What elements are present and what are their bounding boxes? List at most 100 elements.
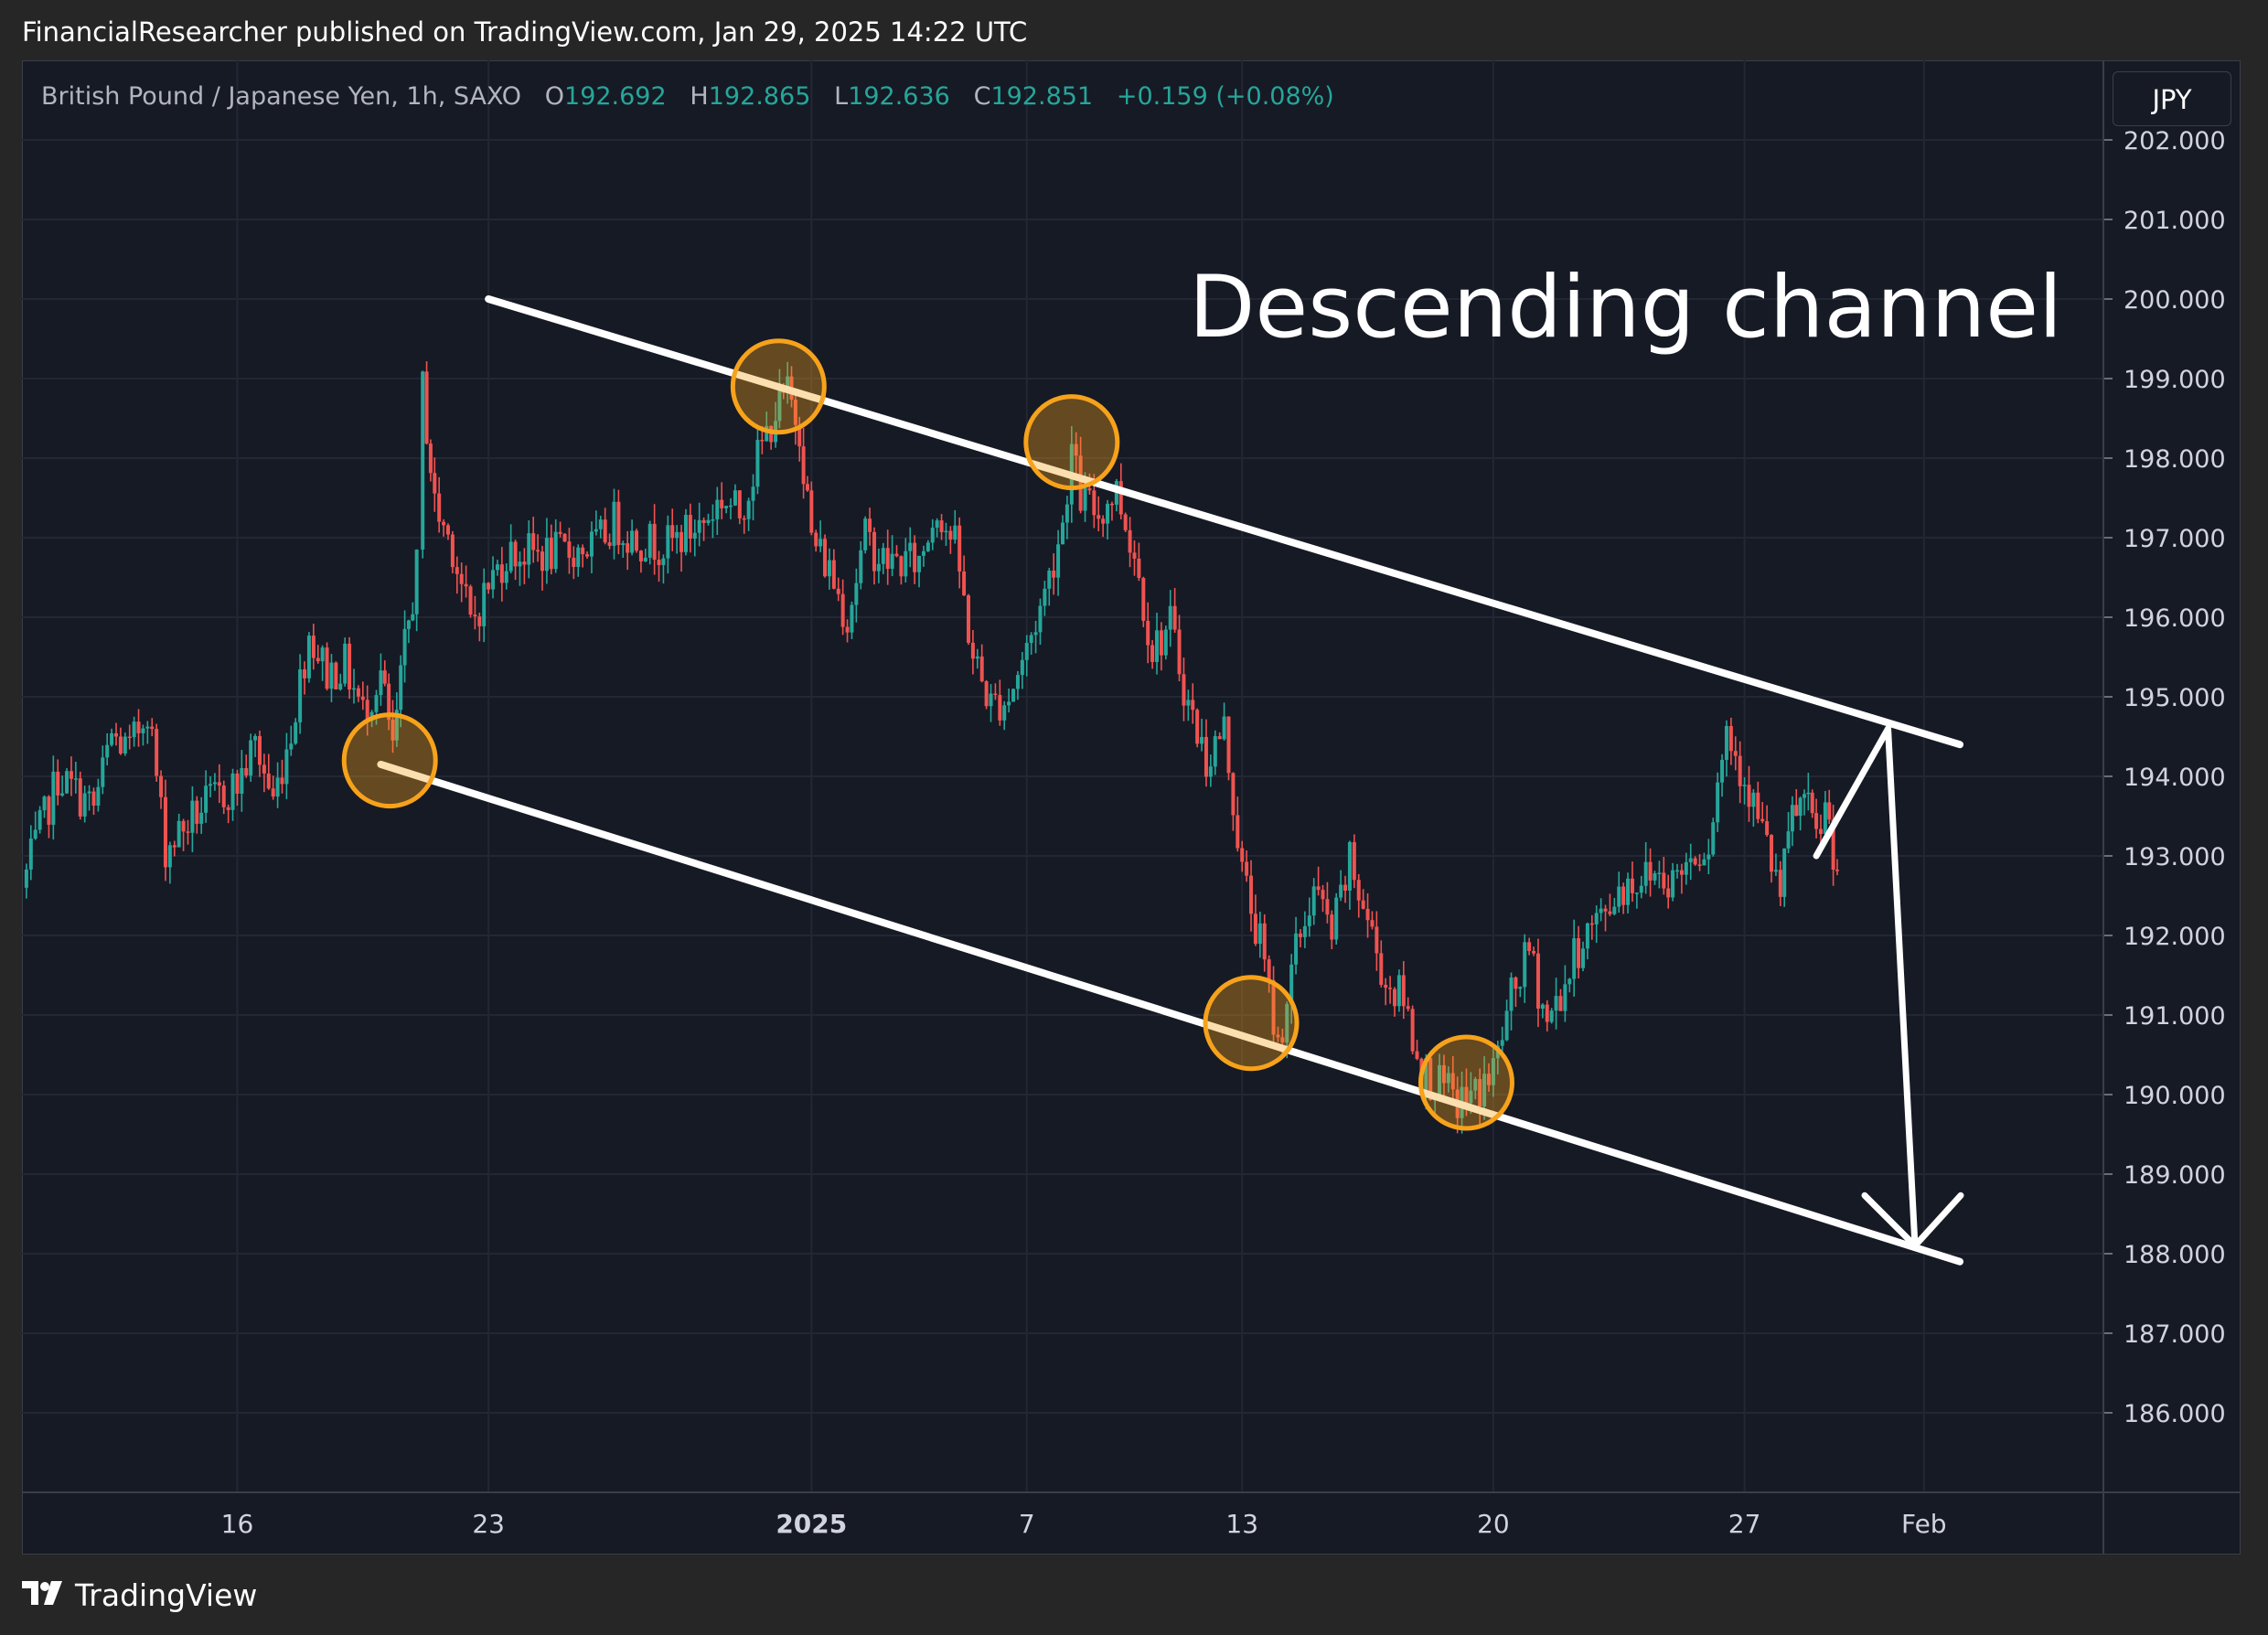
candle-body (379, 670, 383, 696)
candle-body (1831, 819, 1835, 871)
candle-body (1033, 632, 1038, 636)
candle-body (966, 595, 970, 643)
candle-body (1778, 870, 1782, 897)
candle-body (643, 557, 647, 561)
candle-body (334, 662, 338, 689)
candle-body (204, 785, 209, 813)
candle-body (1384, 984, 1388, 988)
candle-body (733, 490, 737, 506)
candle-body (962, 571, 967, 596)
candle-body (96, 786, 101, 807)
low-value: 192.636 (848, 82, 950, 111)
candle-body (939, 520, 944, 532)
candle-body (876, 563, 881, 572)
candle-body (504, 571, 508, 583)
candle-body (1123, 514, 1128, 530)
candle-body (1482, 1074, 1487, 1106)
candle-body (859, 550, 863, 583)
currency-button[interactable]: JPY (2113, 71, 2231, 126)
candle-body (827, 560, 831, 577)
x-tick-label: 13 (1225, 1509, 1258, 1539)
candle-body (1208, 766, 1213, 777)
candle-body (1101, 518, 1106, 524)
candle-body (1061, 522, 1064, 545)
candle-body (777, 387, 782, 422)
candle-body (1535, 953, 1540, 1010)
candle-body (1038, 605, 1043, 633)
candle-body (522, 561, 527, 565)
chart-annotation[interactable]: Descending channel (1189, 258, 2062, 358)
close-value: 192.851 (990, 82, 1094, 111)
candle-body (266, 773, 271, 789)
candle-body (675, 531, 679, 539)
candle-body (87, 791, 91, 794)
y-tick-label: 194.000 (2124, 764, 2226, 792)
candle-body (1738, 755, 1742, 786)
candle-body (311, 636, 316, 658)
touch-point-marker (730, 338, 827, 435)
candle-body (957, 525, 962, 572)
candle-body (1078, 455, 1083, 511)
low-label: L (834, 82, 849, 111)
candle-body (1316, 886, 1321, 891)
candle-body (65, 771, 70, 794)
touch-markers[interactable] (341, 338, 1514, 1131)
candle-body (970, 642, 975, 659)
candlesticks (24, 361, 1839, 1134)
candle-body (1514, 977, 1518, 989)
candle-body (284, 749, 289, 785)
candle-body (670, 525, 675, 539)
candle-body (445, 525, 450, 535)
y-tick-label: 187.000 (2124, 1320, 2226, 1349)
candle-body (692, 532, 697, 540)
touch-point-marker (1203, 975, 1300, 1072)
candle-body (1321, 890, 1325, 900)
tradingview-logo-text: TradingView (75, 1576, 258, 1613)
symbol-legend[interactable]: British Pound / Japanese Yen, 1h, SAXO O… (41, 82, 1334, 111)
time-axis[interactable]: 16 23 2025 7 13 20 27 Feb (22, 1491, 2241, 1539)
candle-body (294, 721, 298, 744)
candle-body (1024, 643, 1029, 660)
candle-body (1365, 908, 1370, 921)
candle-body (706, 519, 711, 523)
candle-body (585, 554, 590, 557)
candle-body (1015, 675, 1020, 689)
y-tick-label: 198.000 (2124, 445, 2226, 474)
candle-body (944, 530, 948, 533)
price-axis[interactable]: 202.000 201.000 200.000 199.000 198.000 197.0… (2102, 60, 2226, 1555)
candle-body (1195, 710, 1200, 744)
candle-body (531, 533, 536, 550)
candle-body (894, 553, 899, 557)
candle-body (508, 541, 513, 572)
candle-body (262, 764, 266, 774)
candle-body (904, 550, 908, 577)
candle-body (630, 530, 635, 553)
candle-body (1262, 923, 1267, 960)
candle-body (82, 793, 87, 817)
open-label: O (544, 82, 565, 111)
candle-body (280, 777, 284, 785)
x-tick-label: 2025 (776, 1509, 847, 1539)
candle-body (836, 588, 840, 594)
footer (0, 1555, 2268, 1635)
candle-body (338, 683, 343, 689)
candle-body (1231, 773, 1236, 816)
candle-body (1589, 923, 1594, 925)
candle-body (1790, 805, 1794, 832)
candle-body (1410, 1009, 1415, 1052)
candle-body (594, 529, 598, 532)
candle-body (1585, 923, 1589, 949)
candle-body (195, 800, 199, 824)
projection-arrow[interactable] (1813, 725, 1964, 1249)
candle-body (1733, 751, 1738, 756)
candle-body (1029, 635, 1033, 644)
candle-body (226, 807, 230, 810)
candle-body (1177, 629, 1182, 675)
candle-body (742, 518, 746, 520)
candle-body (1563, 984, 1567, 1011)
candle-body (1518, 987, 1523, 989)
candle-body (320, 647, 325, 662)
candle-body (114, 732, 119, 737)
tradingview-logo[interactable]: TradingView (22, 1576, 257, 1613)
